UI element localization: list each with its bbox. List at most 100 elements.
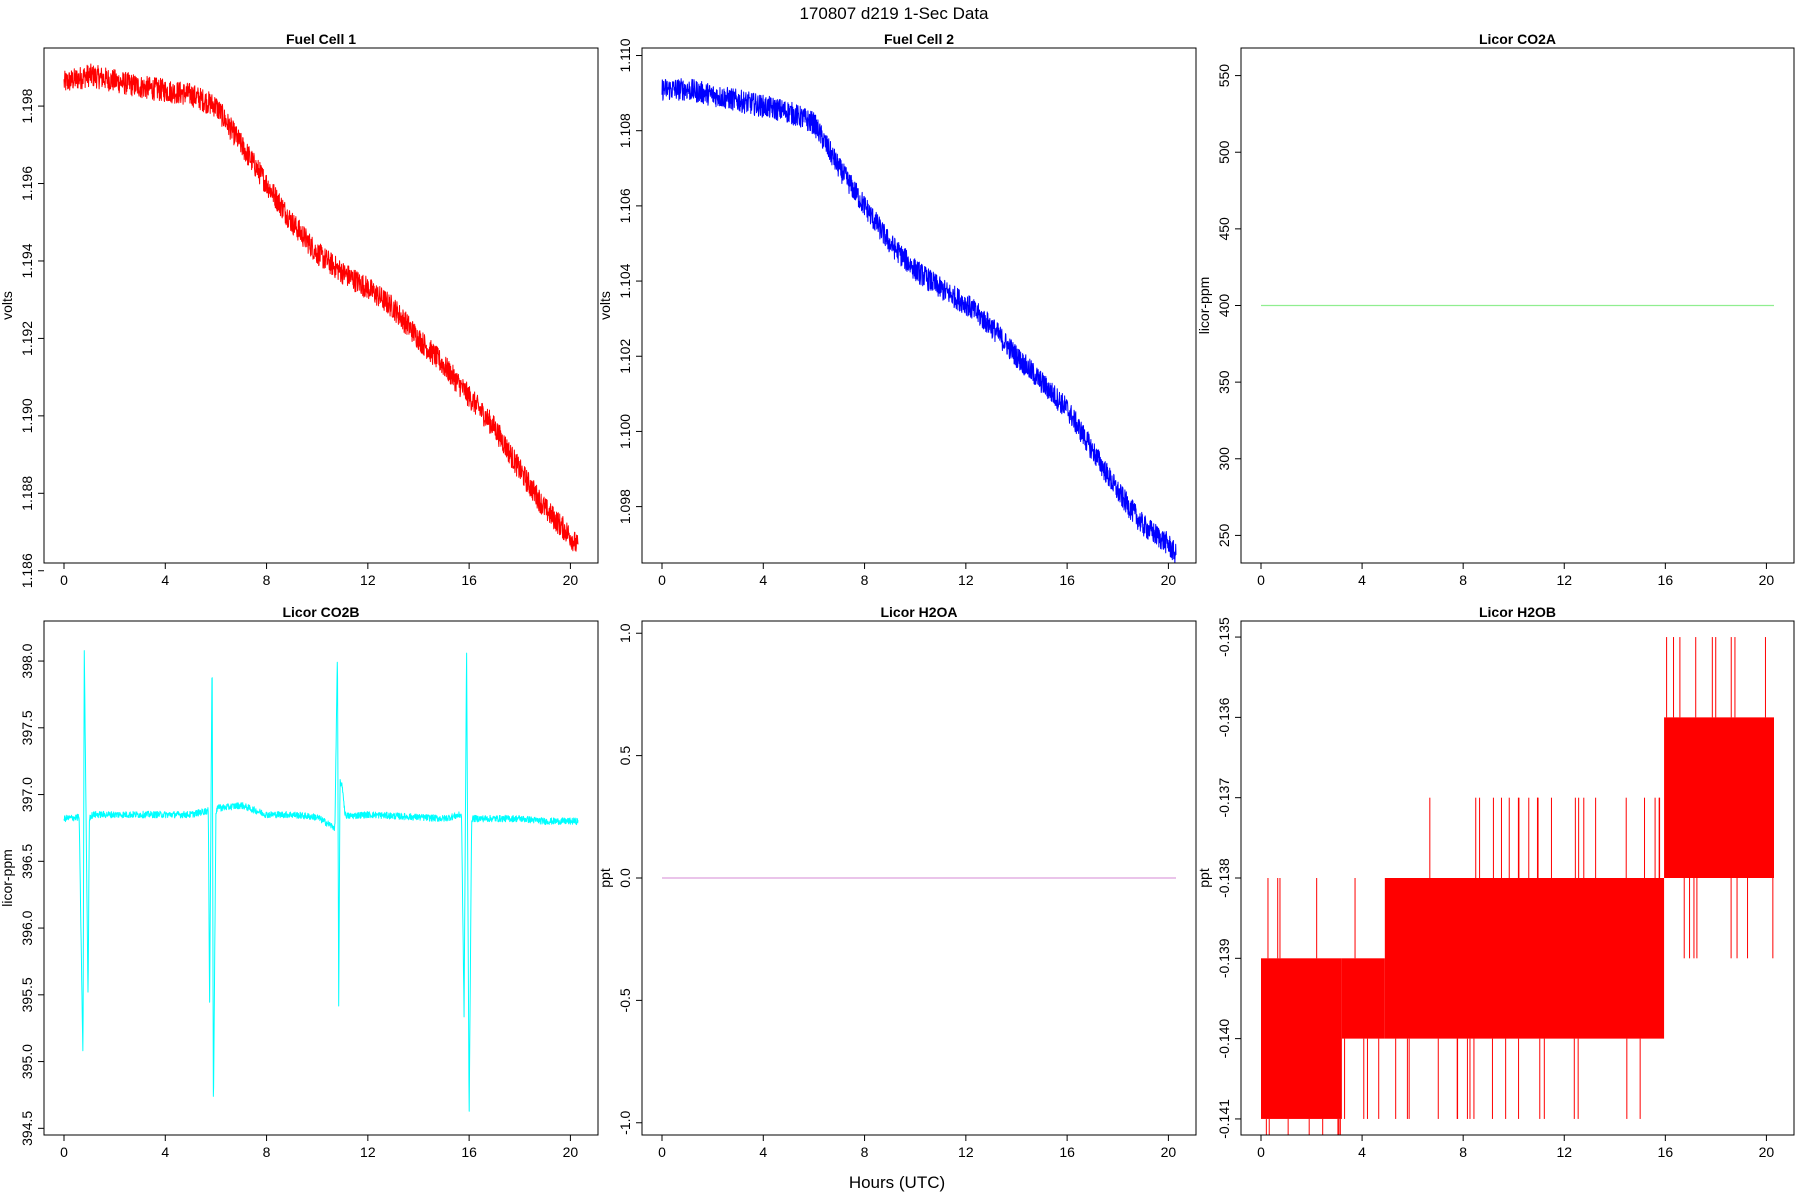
panel-1: Fuel Cell 1 volts 0 4 8 12 16 20 1.186 1.188 1.190… [0, 31, 599, 588]
x-tick-label: 8 [1459, 572, 1467, 588]
x-tick-label: 0 [60, 572, 68, 588]
y-tick-label: 1.098 [617, 489, 633, 524]
x-tick-label: 20 [1759, 572, 1775, 588]
y-tick-label: 500 [1216, 140, 1232, 164]
series-line [661, 78, 1177, 563]
series-line [63, 650, 579, 1112]
x-tick-label: 8 [263, 572, 271, 588]
y-tick-label: 350 [1216, 370, 1232, 394]
y-tick-label: 250 [1216, 524, 1232, 548]
y-axis-label: ppt [1196, 868, 1212, 888]
x-tick-label: 4 [1358, 572, 1366, 588]
x-tick-label: 4 [759, 572, 767, 588]
x-tick-label: 12 [1556, 1144, 1572, 1160]
y-tick-label: 1.102 [617, 339, 633, 374]
signal-band [1261, 958, 1342, 1119]
x-tick-label: 16 [461, 1144, 477, 1160]
y-tick-label: -0.138 [1216, 858, 1232, 898]
y-tick-label: 1.100 [617, 414, 633, 449]
x-tick-label: 12 [958, 1144, 974, 1160]
panel-title: Licor H2OB [1479, 604, 1556, 620]
x-tick-label: 0 [1257, 572, 1265, 588]
x-tick-label: 20 [1161, 572, 1177, 588]
y-tick-label: 396.5 [19, 844, 35, 879]
x-tick-label: 0 [658, 1144, 666, 1160]
y-tick-label: 450 [1216, 217, 1232, 241]
x-tick-label: 20 [1161, 1144, 1177, 1160]
x-tick-label: 16 [461, 572, 477, 588]
y-axis-label: licor-ppm [0, 849, 15, 907]
panel-5: Licor H2OA ppt 0 4 8 12 16 20 -1.0 -0.5 0.0 0.5 1.0 [597, 604, 1197, 1160]
panel-title: Licor H2OA [880, 604, 957, 620]
y-tick-label: -0.141 [1216, 1099, 1232, 1139]
panel-title: Fuel Cell 2 [884, 31, 954, 47]
y-tick-label: -0.5 [617, 988, 633, 1012]
y-tick-label: 550 [1216, 64, 1232, 88]
y-axis-label: volts [0, 291, 15, 320]
y-tick-label: 1.194 [19, 243, 35, 278]
y-axis-label: licor-ppm [1196, 277, 1212, 335]
y-tick-label: -0.136 [1216, 697, 1232, 737]
y-tick-label: 1.198 [19, 88, 35, 123]
signal-band [1664, 717, 1774, 878]
y-tick-label: 395.0 [19, 1044, 35, 1079]
panel-6: Licor H2OB ppt 0 4 8 12 16 20 -0.141 -0.140 -0.139… [1196, 604, 1775, 1160]
y-tick-label: -0.139 [1216, 938, 1232, 978]
plot-area [63, 63, 579, 552]
y-tick-label: 1.190 [19, 398, 35, 433]
y-tick-label: -0.140 [1216, 1019, 1232, 1059]
y-tick-label: 0.0 [617, 868, 633, 888]
x-tick-label: 20 [563, 572, 579, 588]
x-tick-label: 4 [759, 1144, 767, 1160]
signal-band [1341, 958, 1385, 1039]
x-tick-label: 8 [861, 572, 869, 588]
x-tick-label: 12 [360, 572, 376, 588]
x-tick-label: 8 [861, 1144, 869, 1160]
x-tick-label: 4 [161, 1144, 169, 1160]
x-tick-label: 4 [1358, 1144, 1366, 1160]
y-tick-label: 398.0 [19, 643, 35, 678]
y-tick-label: 1.188 [19, 476, 35, 511]
x-tick-label: 8 [1459, 1144, 1467, 1160]
y-tick-label: 1.192 [19, 321, 35, 356]
signal-band [1384, 878, 1665, 1039]
x-tick-label: 20 [1759, 1144, 1775, 1160]
plot-frame [641, 620, 1197, 1136]
panels: Fuel Cell 1 volts 0 4 8 12 16 20 1.186 1.188 1.190… [0, 31, 1795, 1160]
plot-frame [1240, 620, 1795, 1136]
plot-frame [641, 47, 1197, 564]
y-tick-label: 400 [1216, 294, 1232, 318]
x-tick-label: 16 [1658, 572, 1674, 588]
plot-area [661, 78, 1177, 563]
y-tick-label: 1.104 [617, 263, 633, 298]
x-tick-label: 20 [563, 1144, 579, 1160]
x-tick-label: 12 [958, 572, 974, 588]
x-tick-label: 8 [263, 1144, 271, 1160]
x-tick-label: 0 [60, 1144, 68, 1160]
figure-title: 170807 d219 1-Sec Data [799, 4, 989, 23]
y-tick-label: 395.5 [19, 977, 35, 1012]
series-line [63, 63, 579, 552]
y-axis-label: volts [597, 291, 613, 320]
x-tick-label: 4 [161, 572, 169, 588]
y-tick-label: 1.186 [19, 553, 35, 588]
y-tick-label: 397.0 [19, 777, 35, 812]
y-tick-label: 1.0 [617, 623, 633, 643]
y-tick-label: -0.135 [1216, 617, 1232, 657]
plot-frame [43, 620, 599, 1136]
plot-area [63, 650, 579, 1112]
panel-title: Licor CO2A [1479, 31, 1556, 47]
y-tick-label: 1.196 [19, 166, 35, 201]
y-tick-label: 397.5 [19, 710, 35, 745]
plot-frame [43, 47, 599, 564]
y-tick-label: 300 [1216, 447, 1232, 471]
y-tick-label: 394.5 [19, 1111, 35, 1146]
x-tick-label: 12 [1556, 572, 1572, 588]
y-tick-label: 1.106 [617, 188, 633, 223]
y-axis-label: ppt [597, 868, 613, 888]
panel-4: Licor CO2B licor-ppm 0 4 8 12 16 20 394.5 395.0 39… [0, 604, 599, 1160]
y-tick-label: 1.108 [617, 113, 633, 148]
x-tick-label: 0 [658, 572, 666, 588]
panel-title: Fuel Cell 1 [286, 31, 356, 47]
